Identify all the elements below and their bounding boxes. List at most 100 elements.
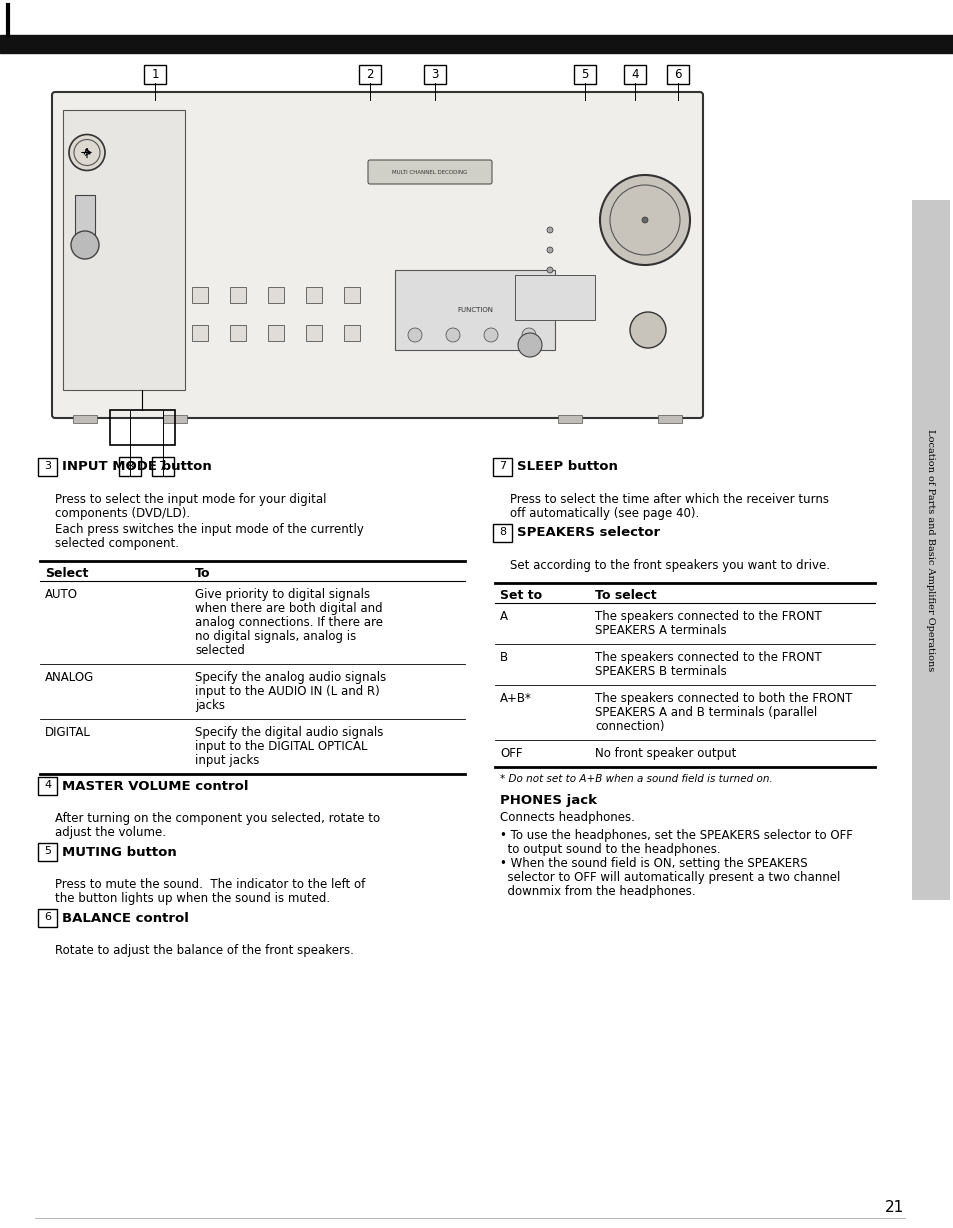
Text: 2: 2	[366, 68, 374, 81]
Circle shape	[599, 176, 689, 265]
Bar	[75, 195, 95, 246]
Text: Rotate to adjust the balance of the front speakers.: Rotate to adjust the balance of the fron…	[55, 944, 354, 957]
Bar	[268, 325, 284, 341]
Text: ANALOG: ANALOG	[45, 670, 94, 684]
Text: FUNCTION: FUNCTION	[456, 307, 493, 313]
Text: selected component.: selected component.	[55, 537, 179, 550]
Text: Specify the analog audio signals: Specify the analog audio signals	[194, 670, 386, 684]
Circle shape	[546, 266, 553, 273]
Text: input to the AUDIO IN (L and R): input to the AUDIO IN (L and R)	[194, 685, 379, 698]
Text: 6: 6	[45, 912, 51, 922]
Bar	[268, 287, 284, 303]
Text: components (DVD/LD).: components (DVD/LD).	[55, 507, 190, 519]
Bar	[0, 36, 953, 53]
FancyBboxPatch shape	[38, 458, 57, 475]
FancyBboxPatch shape	[38, 776, 57, 795]
Text: 7: 7	[499, 460, 506, 472]
Text: The speakers connected to the FRONT: The speakers connected to the FRONT	[595, 610, 821, 623]
Text: After turning on the component you selected, rotate to: After turning on the component you selec…	[55, 812, 379, 825]
Bar	[911, 200, 949, 900]
Text: DIGITAL: DIGITAL	[45, 726, 91, 739]
Bar	[192, 287, 208, 303]
Bar	[558, 415, 581, 422]
Bar	[344, 287, 359, 303]
Bar	[230, 325, 246, 341]
Bar	[73, 415, 97, 422]
FancyBboxPatch shape	[119, 457, 141, 476]
Text: 1: 1	[152, 68, 158, 81]
Text: 21: 21	[884, 1201, 903, 1216]
Circle shape	[483, 328, 497, 343]
Text: To: To	[194, 567, 211, 580]
FancyBboxPatch shape	[423, 65, 446, 84]
Bar	[515, 275, 595, 321]
Text: AUTO: AUTO	[45, 588, 78, 600]
Text: • To use the headphones, set the SPEAKERS selector to OFF: • To use the headphones, set the SPEAKER…	[499, 829, 852, 842]
Text: to output sound to the headphones.: to output sound to the headphones.	[499, 842, 720, 856]
Text: 5: 5	[45, 846, 51, 856]
Text: * Do not set to A+B when a sound field is turned on.: * Do not set to A+B when a sound field i…	[499, 774, 772, 783]
Bar	[306, 287, 322, 303]
Text: SPEAKERS A terminals: SPEAKERS A terminals	[595, 624, 726, 637]
Text: MUTING button: MUTING button	[62, 846, 176, 858]
FancyBboxPatch shape	[493, 523, 512, 542]
Text: INPUT MODE button: INPUT MODE button	[62, 460, 212, 474]
Text: 4: 4	[631, 68, 639, 81]
Text: 8: 8	[126, 459, 133, 473]
Text: 6: 6	[674, 68, 681, 81]
Circle shape	[546, 247, 553, 253]
Circle shape	[446, 328, 459, 343]
Circle shape	[69, 135, 105, 171]
Text: 4: 4	[45, 780, 51, 790]
Text: Press to mute the sound.  The indicator to the left of: Press to mute the sound. The indicator t…	[55, 878, 365, 892]
Text: B: B	[499, 651, 508, 664]
Circle shape	[521, 328, 536, 343]
Text: Connects headphones.: Connects headphones.	[499, 810, 634, 824]
Text: The speakers connected to the FRONT: The speakers connected to the FRONT	[595, 651, 821, 664]
Text: Select: Select	[45, 567, 89, 580]
Text: the button lights up when the sound is muted.: the button lights up when the sound is m…	[55, 892, 330, 905]
Text: Location of Parts and Basic Amplifier Operations: Location of Parts and Basic Amplifier Op…	[925, 429, 935, 672]
FancyBboxPatch shape	[144, 65, 166, 84]
Text: MULTI CHANNEL DECODING: MULTI CHANNEL DECODING	[392, 169, 467, 174]
Text: A+B*: A+B*	[499, 693, 532, 705]
Text: 7: 7	[159, 459, 167, 473]
Text: adjust the volume.: adjust the volume.	[55, 826, 166, 839]
Circle shape	[546, 227, 553, 233]
Bar	[658, 415, 681, 422]
Text: analog connections. If there are: analog connections. If there are	[194, 616, 382, 629]
Text: Specify the digital audio signals: Specify the digital audio signals	[194, 726, 383, 739]
Bar	[163, 415, 187, 422]
FancyBboxPatch shape	[493, 458, 512, 475]
Bar	[110, 410, 174, 445]
Bar	[63, 111, 185, 391]
Text: 3: 3	[45, 460, 51, 472]
FancyBboxPatch shape	[368, 160, 492, 184]
Text: no digital signals, analog is: no digital signals, analog is	[194, 630, 355, 643]
Text: • When the sound field is ON, setting the SPEAKERS: • When the sound field is ON, setting th…	[499, 857, 807, 869]
FancyBboxPatch shape	[52, 92, 702, 418]
Text: To select: To select	[595, 589, 656, 602]
Bar	[344, 325, 359, 341]
Text: Press to select the time after which the receiver turns: Press to select the time after which the…	[510, 492, 828, 506]
Text: 5: 5	[580, 68, 588, 81]
Text: SLEEP button: SLEEP button	[517, 460, 618, 474]
Text: Press to select the input mode for your digital: Press to select the input mode for your …	[55, 492, 326, 506]
Circle shape	[71, 231, 99, 259]
FancyBboxPatch shape	[38, 909, 57, 926]
Circle shape	[408, 328, 421, 343]
FancyBboxPatch shape	[623, 65, 645, 84]
Text: A: A	[499, 610, 507, 623]
FancyBboxPatch shape	[574, 65, 596, 84]
FancyBboxPatch shape	[358, 65, 380, 84]
Bar	[306, 325, 322, 341]
Text: off automatically (see page 40).: off automatically (see page 40).	[510, 507, 699, 519]
FancyBboxPatch shape	[152, 457, 173, 476]
Text: OFF: OFF	[499, 747, 522, 760]
Circle shape	[641, 217, 647, 223]
Bar	[230, 287, 246, 303]
Bar	[192, 325, 208, 341]
Text: SPEAKERS A and B terminals (parallel: SPEAKERS A and B terminals (parallel	[595, 706, 817, 720]
Text: input to the DIGITAL OPTICAL: input to the DIGITAL OPTICAL	[194, 740, 367, 753]
Text: Set according to the front speakers you want to drive.: Set according to the front speakers you …	[510, 559, 829, 572]
